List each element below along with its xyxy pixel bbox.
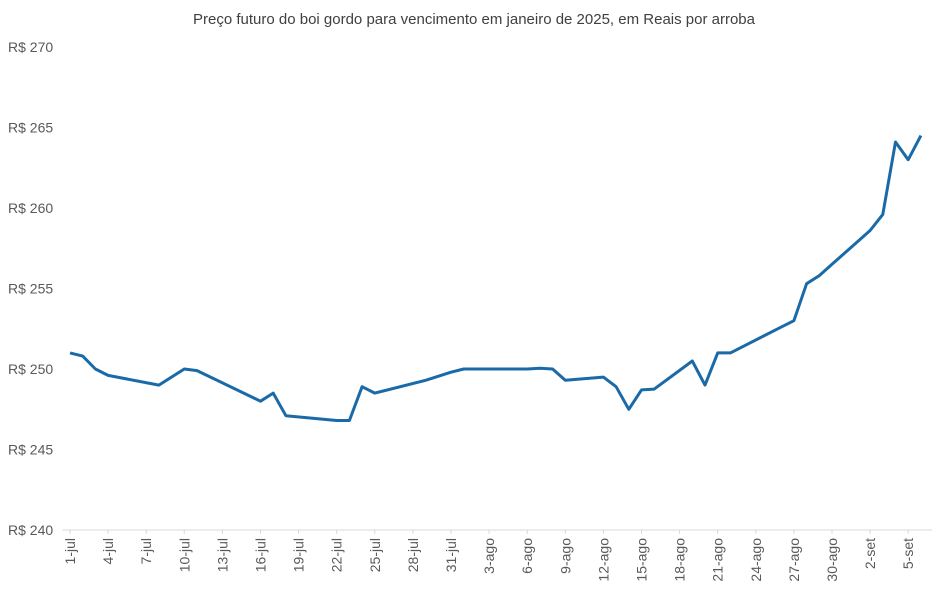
x-tick-label: 15-ago: [634, 538, 650, 582]
x-tick-label: 10-jul: [176, 538, 192, 572]
x-tick-label: 12-ago: [595, 538, 611, 582]
x-tick-label: 21-ago: [710, 538, 726, 582]
x-tick-label: 19-jul: [291, 538, 307, 572]
line-series: [69, 134, 923, 422]
x-tick-label: 5-set: [900, 538, 916, 569]
y-tick-label: R$ 260: [8, 200, 53, 216]
y-tick-label: R$ 265: [8, 120, 53, 136]
y-tick-label: R$ 270: [8, 39, 53, 55]
x-tick-label: 7-jul: [138, 538, 154, 564]
x-tick-label: 24-ago: [748, 538, 764, 582]
y-tick-label: R$ 240: [8, 522, 53, 538]
x-tick-label: 18-ago: [672, 538, 688, 582]
x-tick-label: 31-jul: [443, 538, 459, 572]
x-tick-label: 13-jul: [214, 538, 230, 572]
x-tick-label: 28-jul: [405, 538, 421, 572]
x-tick-label: 4-jul: [100, 538, 116, 564]
x-tick-label: 3-ago: [481, 538, 497, 574]
x-tick-label: 27-ago: [786, 538, 802, 582]
x-tick-label: 1-jul: [62, 538, 78, 564]
x-tick-label: 6-ago: [519, 538, 535, 574]
chart-title: Preço futuro do boi gordo para venciment…: [193, 11, 756, 28]
x-tick-label: 2-set: [862, 538, 878, 569]
y-tick-label: R$ 245: [8, 442, 53, 458]
y-tick-label: R$ 255: [8, 281, 53, 297]
x-tick-label: 25-jul: [367, 538, 383, 572]
x-tick-label: 30-ago: [824, 538, 840, 582]
x-tick-label: 22-jul: [329, 538, 345, 572]
y-tick-label: R$ 250: [8, 361, 53, 377]
x-tick-label: 16-jul: [253, 538, 269, 572]
x-tick-label: 9-ago: [557, 538, 573, 574]
